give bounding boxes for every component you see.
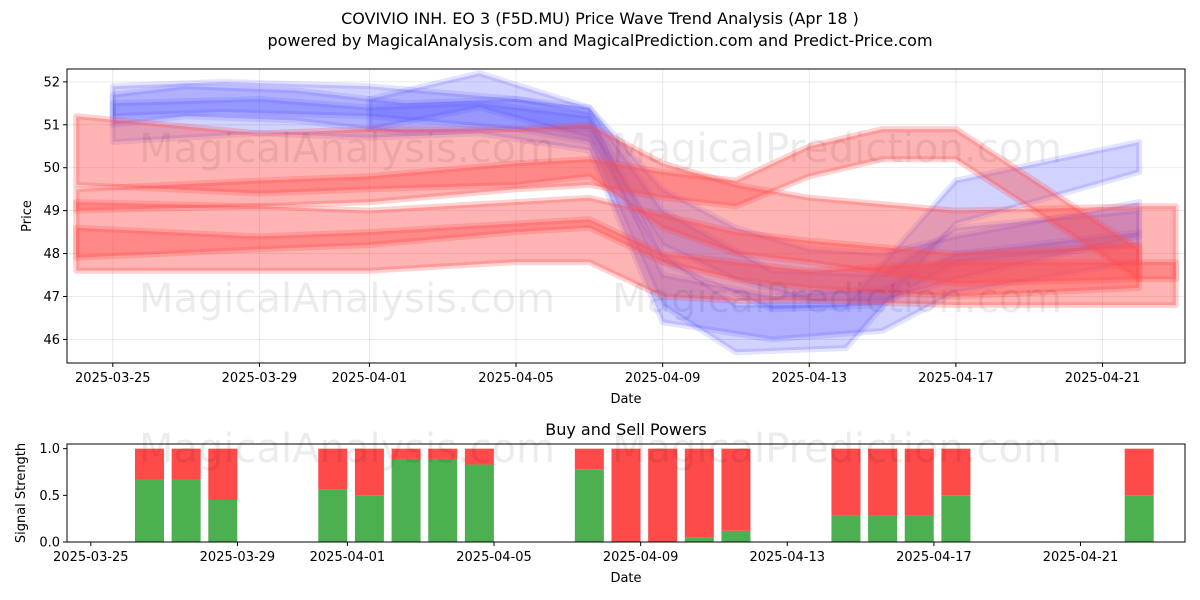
blue-wave-band (109, 78, 1143, 304)
buy-bar (904, 515, 934, 542)
powers-x-tick-label: 2025-04-13 (749, 550, 825, 565)
price-axis-ticks: 46 47 48 49 50 51 52 2025-03-25 2025-03-29 2025-0… (43, 75, 1140, 386)
buy-bar (171, 479, 201, 542)
powers-y-tick-label: 0.0 (39, 536, 60, 551)
sell-bar (391, 448, 421, 459)
buy-bar (464, 464, 494, 542)
powers-y-tick-label: 1.0 (39, 442, 60, 457)
sell-bar (318, 448, 348, 490)
sell-bar (941, 448, 971, 496)
powers-x-tick-label: 2025-04-05 (456, 550, 532, 565)
buy-bar (318, 489, 348, 542)
watermark-prediction: MagicalPrediction.com (612, 276, 1062, 322)
sell-bar (574, 448, 604, 470)
buy-bar (831, 515, 861, 542)
powers-x-tick-label: 2025-04-09 (603, 550, 679, 565)
price-x-tick-label: 2025-04-05 (478, 371, 554, 386)
red-wave-band (73, 194, 1143, 300)
red-wave-band (73, 113, 1179, 287)
watermark-group-top: MagicalAnalysis.com MagicalPrediction.co… (139, 126, 1062, 322)
price-x-tick-label: 2025-04-21 (1065, 371, 1141, 386)
sell-bar (208, 448, 238, 500)
sell-bar (464, 448, 494, 465)
price-x-tick-label: 2025-03-29 (222, 371, 298, 386)
buy-bar (684, 537, 714, 542)
price-y-tick-label: 52 (43, 75, 60, 90)
price-y-axis-label: Price (20, 200, 35, 232)
powers-bars (134, 448, 1154, 542)
price-y-tick-label: 47 (43, 290, 60, 305)
powers-x-axis-label: Date (610, 571, 641, 586)
chart-title: COVIVIO INH. EO 3 (F5D.MU) Price Wave Tr… (341, 9, 859, 28)
price-x-axis-label: Date (610, 392, 641, 407)
powers-y-axis-label: Signal Strength (14, 443, 29, 543)
price-y-tick-label: 48 (43, 247, 60, 262)
sell-bar (428, 448, 458, 459)
buy-bar (721, 530, 751, 542)
powers-plot-frame (66, 443, 1186, 543)
powers-y-tick-label: 0.5 (39, 489, 60, 504)
powers-x-tick-label: 2025-04-17 (896, 550, 972, 565)
red-wave-band (73, 216, 1179, 309)
price-x-tick-label: 2025-04-17 (918, 371, 994, 386)
buy-bar (941, 495, 971, 542)
watermark-prediction: MagicalPrediction.com (612, 426, 1062, 472)
powers-x-tick-label: 2025-03-29 (200, 550, 276, 565)
watermark-analysis: MagicalAnalysis.com (139, 126, 555, 172)
price-y-tick-label: 49 (43, 204, 60, 219)
watermark-prediction: MagicalPrediction.com (612, 126, 1062, 172)
sell-bar (171, 448, 201, 480)
powers-title: Buy and Sell Powers (545, 420, 707, 439)
blue-wave-band (109, 96, 1143, 343)
sell-bar (831, 448, 861, 516)
watermark-analysis: MagicalAnalysis.com (139, 426, 555, 472)
price-y-tick-label: 50 (43, 161, 60, 176)
price-x-tick-label: 2025-04-13 (771, 371, 847, 386)
price-y-tick-label: 51 (43, 118, 60, 133)
sell-bar (904, 448, 934, 516)
blue-wave-band (366, 70, 1143, 313)
blue-wave-band (109, 83, 1143, 356)
sell-bar (721, 448, 751, 531)
watermark-group-bottom: MagicalAnalysis.com MagicalPrediction.co… (139, 426, 1062, 472)
buy-bar (208, 500, 238, 542)
sell-bar (1124, 448, 1154, 496)
powers-x-tick-label: 2025-03-25 (53, 550, 129, 565)
price-y-tick-label: 46 (43, 333, 60, 348)
buy-bar (354, 495, 384, 542)
price-x-tick-label: 2025-04-09 (625, 371, 701, 386)
chart-subtitle: powered by MagicalAnalysis.com and Magic… (267, 31, 933, 50)
sell-bar (868, 448, 898, 516)
sell-bar (648, 448, 678, 542)
price-plot-frame (66, 68, 1186, 364)
sell-bar (684, 448, 714, 538)
buy-bar (134, 479, 164, 542)
buy-bar (574, 469, 604, 542)
sell-bar (354, 448, 384, 496)
sell-bar (134, 448, 164, 480)
sell-bar (611, 448, 641, 542)
price-x-tick-label: 2025-03-25 (75, 371, 151, 386)
watermark-analysis: MagicalAnalysis.com (139, 276, 555, 322)
buy-bar (868, 515, 898, 542)
price-grid (67, 69, 1185, 363)
powers-axis-ticks: 0.0 0.5 1.0 2025-03-25 2025-03-29 2025-04-01 2… (39, 442, 1118, 565)
price-bands (73, 70, 1179, 356)
buy-bar (428, 458, 458, 542)
powers-x-tick-label: 2025-04-01 (310, 550, 386, 565)
red-wave-band (73, 126, 1143, 283)
buy-bar (391, 458, 421, 542)
powers-x-tick-label: 2025-04-21 (1043, 550, 1119, 565)
price-x-tick-label: 2025-04-01 (332, 371, 408, 386)
buy-bar (1124, 495, 1154, 542)
